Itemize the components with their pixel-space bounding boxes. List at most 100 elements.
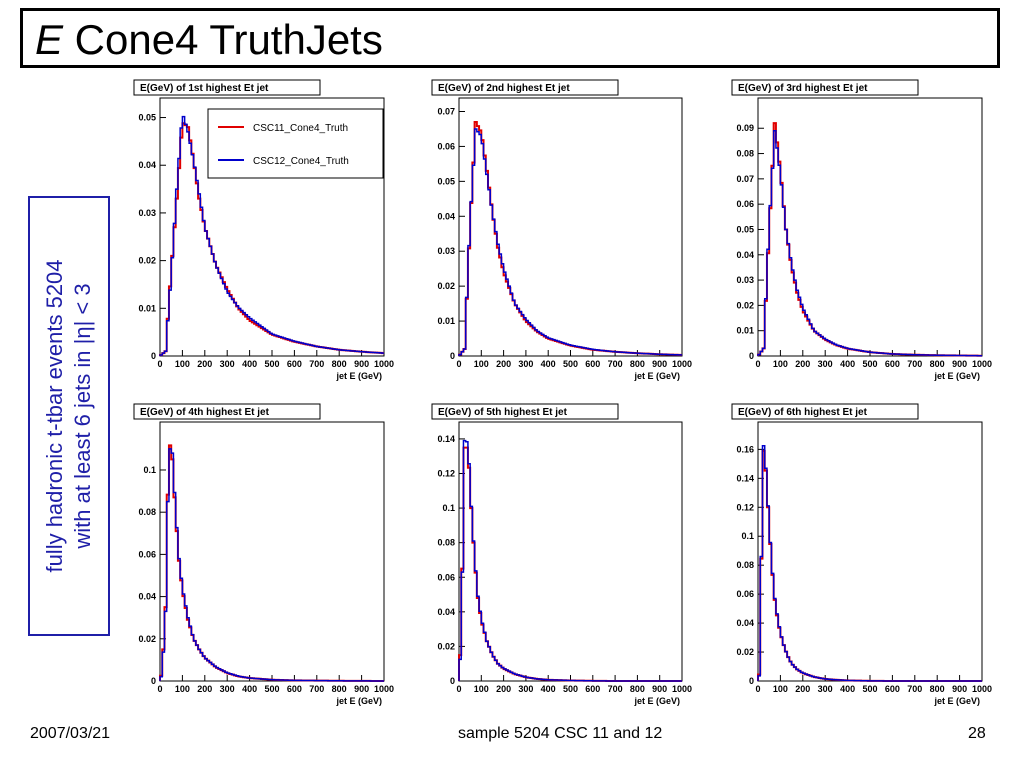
x-tick-label: 100 [175, 359, 190, 369]
y-tick-label: 0.07 [437, 106, 455, 116]
histogram-panel-6: E(GeV) of 6th highest Et jet 0 100 200 300 40… [731, 403, 992, 706]
x-tick-label: 1000 [972, 684, 992, 694]
y-tick-label: 0.1 [741, 531, 754, 541]
x-tick-label: 500 [862, 684, 877, 694]
footer-center-text: sample 5204 CSC 11 and 12 [458, 725, 663, 742]
x-tick-label: 100 [175, 684, 190, 694]
y-tick-label: 0.05 [437, 176, 455, 186]
y-tick-label: 0.06 [736, 589, 754, 599]
y-tick-label: 0 [749, 351, 754, 361]
x-tick-label: 600 [585, 684, 600, 694]
x-tick-label: 200 [197, 359, 212, 369]
y-tick-label: 0.04 [437, 607, 455, 617]
x-axis-label: jet E (GeV) [633, 371, 680, 381]
plot-title-box [731, 79, 919, 96]
histogram-panel-3: E(GeV) of 3rd highest Et jet 0 100 200 300 40… [731, 79, 992, 381]
x-tick-label: 400 [242, 359, 257, 369]
y-tick-label: 0.09 [736, 123, 754, 133]
plot-title: E(GeV) of 5th highest Et jet [438, 407, 568, 418]
y-tick-label: 0.06 [437, 141, 455, 151]
y-tick-label: 0.04 [736, 250, 754, 260]
y-tick-label: 0.05 [138, 113, 156, 123]
plot-title-box [431, 79, 619, 96]
x-tick-label: 800 [332, 684, 347, 694]
x-tick-label: 800 [630, 684, 645, 694]
plot-title-box [431, 403, 619, 420]
y-tick-label: 0.1 [143, 465, 156, 475]
x-tick-label: 300 [818, 359, 833, 369]
y-tick-label: 0.06 [437, 572, 455, 582]
y-tick-label: 0.03 [437, 246, 455, 256]
legend-label: CSC12_Cone4_Truth [253, 156, 349, 167]
x-tick-label: 100 [474, 359, 489, 369]
plot-title: E(GeV) of 2nd highest Et jet [438, 83, 570, 94]
x-tick-label: 800 [930, 684, 945, 694]
y-tick-label: 0.04 [138, 160, 156, 170]
x-tick-label: 700 [608, 359, 623, 369]
plot-frame [458, 97, 683, 357]
y-tick-label: 0 [450, 676, 455, 686]
slide-title-italic: E [35, 16, 64, 63]
x-tick-label: 200 [197, 684, 212, 694]
x-tick-label: 200 [795, 684, 810, 694]
histogram-panel-1: E(GeV) of 1st highest Et jet 0 100 200 300 40… [133, 79, 394, 381]
x-tick-label: 500 [264, 359, 279, 369]
y-tick-label: 0.08 [437, 538, 455, 548]
x-tick-label: 0 [456, 684, 461, 694]
x-tick-label: 500 [264, 684, 279, 694]
x-axis-label: jet E (GeV) [335, 371, 382, 381]
plot-frame [757, 421, 983, 682]
x-tick-label: 700 [907, 359, 922, 369]
y-tick-label: 0.02 [138, 634, 156, 644]
x-tick-label: 300 [818, 684, 833, 694]
x-tick-label: 400 [541, 684, 556, 694]
slide-title-rest: Cone4 TruthJets [63, 16, 383, 63]
y-tick-label: 0.02 [736, 647, 754, 657]
x-tick-label: 600 [885, 684, 900, 694]
x-tick-label: 400 [242, 684, 257, 694]
slide-title-box: E Cone4 TruthJets [20, 8, 1000, 68]
x-tick-label: 300 [220, 359, 235, 369]
plot-frame [458, 421, 683, 682]
plot-title: E(GeV) of 4th highest Et jet [140, 407, 270, 418]
x-tick-label: 400 [840, 684, 855, 694]
x-tick-label: 600 [885, 359, 900, 369]
histogram-series-csc12 [757, 130, 982, 357]
x-tick-label: 200 [496, 359, 511, 369]
histogram-series-csc12 [159, 448, 384, 682]
legend-label: CSC11_Cone4_Truth [253, 123, 348, 134]
plot-title: E(GeV) of 1st highest Et jet [140, 83, 269, 94]
slide-title: E Cone4 TruthJets [35, 15, 383, 65]
histogram-panel-2: E(GeV) of 2nd highest Et jet 0 100 200 300 40… [431, 79, 692, 381]
y-tick-label: 0.14 [736, 473, 754, 483]
x-tick-label: 300 [220, 684, 235, 694]
y-tick-label: 0.16 [736, 444, 754, 454]
x-tick-label: 900 [354, 359, 369, 369]
histogram-series-csc12 [458, 128, 682, 356]
y-tick-label: 0 [151, 351, 156, 361]
plot-title-box [133, 79, 321, 96]
x-tick-label: 700 [309, 359, 324, 369]
y-tick-label: 0.12 [736, 502, 754, 512]
histogram-series-csc12 [458, 439, 682, 682]
y-tick-label: 0.08 [138, 507, 156, 517]
y-tick-label: 0.01 [138, 303, 156, 313]
legend-box [207, 108, 384, 179]
x-tick-label: 600 [287, 684, 302, 694]
y-tick-label: 0.05 [736, 224, 754, 234]
x-tick-label: 400 [840, 359, 855, 369]
y-tick-label: 0.02 [437, 641, 455, 651]
x-axis-label: jet E (GeV) [933, 696, 980, 706]
y-tick-label: 0.08 [736, 560, 754, 570]
y-tick-label: 0.04 [437, 211, 455, 221]
side-note-box: fully hadronic t-tbar events 5204 with a… [28, 196, 110, 636]
y-tick-label: 0.06 [736, 199, 754, 209]
x-tick-label: 900 [952, 359, 967, 369]
x-tick-label: 200 [795, 359, 810, 369]
histogram-series-csc12 [159, 115, 384, 356]
x-tick-label: 200 [496, 684, 511, 694]
x-tick-label: 0 [755, 684, 760, 694]
x-tick-label: 700 [309, 684, 324, 694]
y-tick-label: 0.02 [437, 281, 455, 291]
y-tick-label: 0.01 [437, 316, 455, 326]
